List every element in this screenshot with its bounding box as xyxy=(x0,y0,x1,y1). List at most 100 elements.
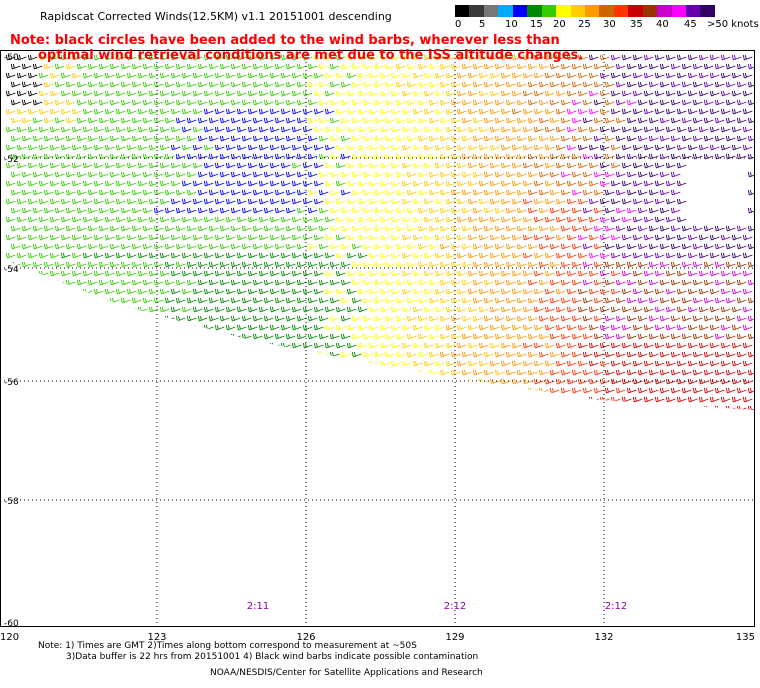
wind-barb xyxy=(555,126,566,133)
wind-barb xyxy=(219,81,230,88)
wind-barb xyxy=(599,54,610,61)
wind-barb xyxy=(412,90,423,97)
wind-barb xyxy=(236,216,247,223)
wind-barb xyxy=(280,252,291,259)
wind-barb xyxy=(670,63,681,70)
wind-barb xyxy=(5,342,16,349)
wind-barb xyxy=(274,225,285,232)
wind-barb xyxy=(571,63,582,70)
wind-barb xyxy=(566,378,577,385)
wind-barb xyxy=(38,180,49,187)
wind-barb xyxy=(351,351,362,358)
wind-barb xyxy=(698,252,709,259)
wind-barb xyxy=(230,243,241,250)
wind-barb xyxy=(126,144,137,151)
wind-barb xyxy=(593,387,604,394)
wind-barb xyxy=(659,243,670,250)
wind-barb xyxy=(181,54,192,61)
wind-barb xyxy=(384,63,395,70)
wind-barb xyxy=(478,360,489,367)
wind-barb xyxy=(522,90,533,97)
wind-barb xyxy=(197,279,208,286)
wind-barb xyxy=(742,342,753,349)
wind-barb xyxy=(450,297,461,304)
wind-barb xyxy=(412,144,423,151)
wind-barb xyxy=(736,63,747,70)
wind-barb xyxy=(665,234,676,241)
wind-barb xyxy=(153,369,164,376)
wind-barb xyxy=(296,63,307,70)
wind-barb xyxy=(274,207,285,214)
wind-barb xyxy=(698,144,709,151)
wind-barb xyxy=(434,234,445,241)
wind-barb xyxy=(16,288,27,295)
wind-barb xyxy=(164,171,175,178)
wind-barb xyxy=(263,81,274,88)
wind-barb xyxy=(351,279,362,286)
wind-barb xyxy=(670,405,681,410)
wind-barb xyxy=(670,261,681,268)
time-label: 2:12 xyxy=(444,601,466,612)
wind-barb xyxy=(16,144,27,151)
wind-barb xyxy=(549,135,560,142)
wind-barb xyxy=(54,315,65,322)
wind-barb xyxy=(236,198,247,205)
wind-barb xyxy=(626,243,637,250)
wind-barb xyxy=(219,225,230,232)
wind-barb xyxy=(153,279,164,286)
wind-barb xyxy=(60,126,71,133)
wind-barb xyxy=(478,108,489,115)
wind-barb xyxy=(373,315,384,322)
wind-barb xyxy=(593,225,604,232)
wind-barb xyxy=(467,396,478,403)
wind-barb xyxy=(489,144,500,151)
wind-barb xyxy=(104,216,115,223)
wind-barb xyxy=(461,81,472,88)
wind-barb xyxy=(98,81,109,88)
wind-barb xyxy=(346,72,357,79)
legend-swatch xyxy=(469,5,484,17)
wind-barb xyxy=(566,216,577,223)
wind-barb xyxy=(368,90,379,97)
wind-barb xyxy=(357,270,368,277)
wind-barb xyxy=(16,360,27,367)
wind-barb xyxy=(269,90,280,97)
wind-barb xyxy=(313,90,324,97)
wind-barb xyxy=(225,90,236,97)
wind-barb xyxy=(219,279,230,286)
wind-barb xyxy=(665,252,676,259)
wind-barb xyxy=(709,108,720,115)
wind-barb xyxy=(137,270,148,277)
wind-barb xyxy=(395,81,406,88)
wind-barb xyxy=(478,126,489,133)
wind-barb xyxy=(648,261,659,268)
wind-barb xyxy=(230,351,241,358)
wind-barb xyxy=(577,90,588,97)
wind-barb xyxy=(637,279,648,286)
wind-barb xyxy=(274,243,285,250)
wind-barb xyxy=(269,144,280,151)
wind-barb xyxy=(648,225,659,232)
wind-barb xyxy=(423,342,434,349)
wind-barb xyxy=(87,315,98,322)
wind-barb xyxy=(126,270,137,277)
wind-barb xyxy=(384,261,395,268)
wind-barb xyxy=(615,315,626,322)
wind-barb xyxy=(120,81,131,88)
wind-barb xyxy=(60,108,71,115)
wind-barb xyxy=(687,396,698,403)
wind-barb xyxy=(32,279,43,286)
wind-barb xyxy=(692,135,703,142)
wind-barb xyxy=(109,99,120,106)
wind-barb xyxy=(263,243,274,250)
wind-barb xyxy=(274,405,285,410)
wind-barb xyxy=(560,171,571,178)
wind-barb xyxy=(329,63,340,70)
wind-barb xyxy=(379,324,390,331)
wind-barb xyxy=(192,108,203,115)
wind-barb xyxy=(357,378,368,385)
wind-barb xyxy=(753,144,755,151)
wind-barb xyxy=(505,171,516,178)
wind-barb xyxy=(643,216,654,223)
wind-barb xyxy=(461,387,472,394)
